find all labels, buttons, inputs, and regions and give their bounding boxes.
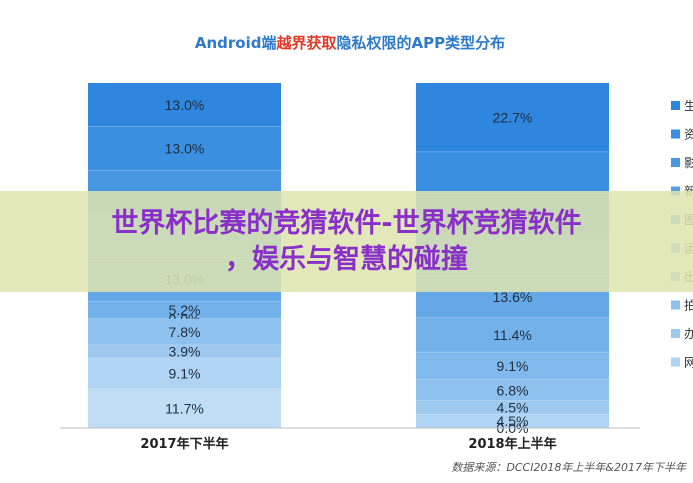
- data-label-0-0: 13.0%: [165, 97, 205, 113]
- data-label-0-10: 11.7%: [165, 400, 204, 416]
- bar-segment-0-8: [88, 345, 281, 359]
- data-label-0-7: 7.8%: [169, 324, 201, 340]
- legend-label-2: 影: [684, 156, 693, 170]
- legend-label-9: 网: [684, 356, 693, 370]
- chart-title-part-2: 隐私权限的APP类型分布: [337, 34, 506, 52]
- legend-label-0: 生: [684, 99, 693, 113]
- category-label-1: 2018年上半年: [468, 436, 556, 452]
- chart-title-part-1: 越界获取: [275, 34, 337, 52]
- data-label-1-4: 13.6%: [493, 289, 533, 305]
- data-label-1-6: 9.1%: [497, 358, 529, 374]
- data-label-1-7: 6.8%: [497, 382, 529, 398]
- legend-swatch-0: [671, 101, 680, 110]
- legend-swatch-7: [671, 300, 680, 310]
- bar-segment-1-5: [416, 317, 609, 353]
- bar-segment-1-8: [416, 400, 609, 415]
- chart-title: Android端越界获取隐私权限的APP类型分布: [195, 34, 505, 52]
- data-label-0-8: 3.9%: [169, 344, 201, 360]
- bar-segment-1-1: [416, 152, 609, 194]
- bar-segment-0-5: [88, 301, 281, 319]
- data-label-1-8: 4.5%: [497, 399, 529, 415]
- bar-segment-0-10: [88, 388, 281, 428]
- legend-label-7: 拍: [684, 298, 693, 313]
- bar-segment-1-9: [416, 414, 609, 428]
- category-label-0: 2017年下半年: [140, 436, 228, 452]
- bar-segment-0-0: [88, 83, 281, 127]
- legend-label-8: 办: [684, 326, 693, 341]
- legend-swatch-1: [671, 129, 680, 139]
- data-label-0-9: 9.1%: [169, 365, 201, 381]
- bar-segment-0-9: [88, 358, 281, 389]
- legend-swatch-2: [671, 158, 680, 167]
- bar-segment-0-7: [88, 318, 281, 346]
- category-labels: 2017年下半年 2018年上半年: [140, 436, 556, 452]
- data-label-0-5: 5.2%: [169, 302, 201, 318]
- legend-swatch-8: [671, 329, 680, 338]
- bar-segment-1-6: [416, 352, 609, 380]
- chart-title-part-0: Android端: [195, 34, 277, 52]
- data-label-0-1: 13.0%: [165, 141, 205, 157]
- overlay-banner: 世界杯比赛的竞猜软件-世界杯竞猜软件 ，娱乐与智慧的碰撞: [0, 191, 693, 292]
- banner-line-2: ，娱乐与智慧的碰撞: [225, 243, 468, 275]
- bar-segment-1-0: [416, 83, 609, 153]
- data-label-1-5: 11.4%: [493, 327, 532, 343]
- bar-segment-1-7: [416, 379, 609, 401]
- data-label-1-9: 4.5%: [497, 413, 529, 429]
- legend-label-1: 资: [684, 128, 693, 142]
- legend-swatch-9: [671, 357, 680, 367]
- data-label-1-0: 22.7%: [493, 110, 533, 126]
- bar-segment-0-1: [88, 126, 281, 171]
- source-note: 数据来源：DCCI2018年上半年&2017年下半年: [451, 461, 687, 474]
- banner-line-1: 世界杯比赛的竞猜软件-世界杯竞猜软件: [111, 207, 582, 239]
